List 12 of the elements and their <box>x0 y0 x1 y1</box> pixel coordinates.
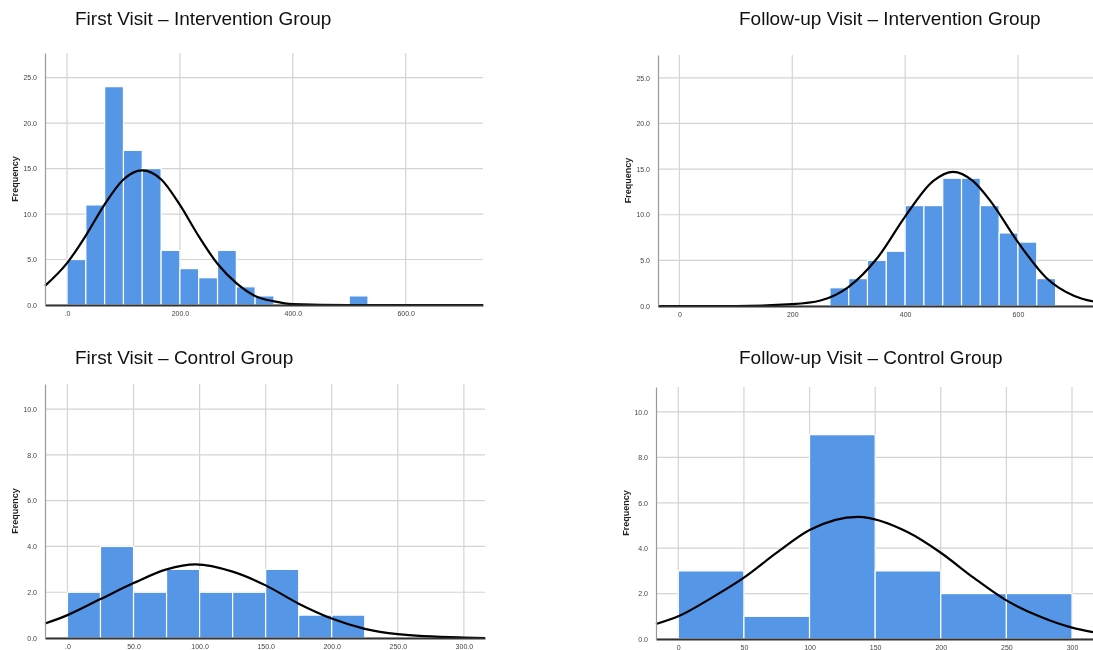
line-series <box>43 563 487 640</box>
line-series <box>43 169 485 307</box>
line-series <box>654 515 1093 634</box>
y-axis-title: Frequency <box>623 157 633 204</box>
chart-title: Follow-up Visit – Intervention Group <box>739 8 1041 29</box>
chart-title: Follow-up Visit – Control Group <box>739 347 1003 368</box>
y-axis-title: Frequency <box>10 488 20 534</box>
chart-title: First Visit – Intervention Group <box>75 8 332 29</box>
line-series <box>656 170 1093 308</box>
chart-title: First Visit – Control Group <box>75 347 294 368</box>
y-axis-title: Frequency <box>10 156 20 202</box>
y-axis-title: Frequency <box>621 490 631 536</box>
